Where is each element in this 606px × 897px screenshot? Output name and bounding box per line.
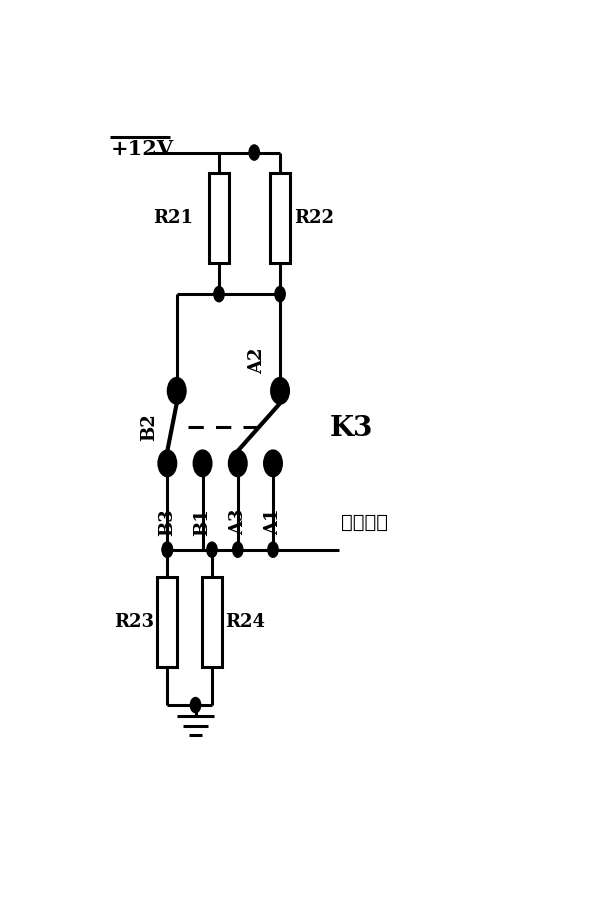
- Circle shape: [159, 451, 176, 475]
- Circle shape: [214, 286, 224, 301]
- Text: B1: B1: [193, 509, 211, 536]
- Circle shape: [275, 286, 285, 301]
- Circle shape: [268, 542, 278, 557]
- Text: A1: A1: [264, 509, 282, 535]
- Circle shape: [233, 542, 243, 557]
- Circle shape: [229, 451, 246, 475]
- Circle shape: [162, 542, 173, 557]
- Text: K3: K3: [330, 415, 373, 442]
- Text: +12V: +12V: [111, 139, 174, 159]
- Text: B3: B3: [158, 509, 176, 536]
- Circle shape: [168, 379, 185, 404]
- Text: 状态信号: 状态信号: [341, 513, 388, 533]
- Circle shape: [194, 451, 211, 475]
- Circle shape: [249, 145, 259, 161]
- Circle shape: [265, 451, 281, 475]
- Text: R22: R22: [294, 209, 334, 227]
- Bar: [209, 173, 229, 263]
- Text: B2: B2: [141, 414, 159, 441]
- Bar: [158, 578, 177, 667]
- Circle shape: [162, 542, 173, 557]
- Text: R23: R23: [114, 614, 154, 631]
- Circle shape: [271, 379, 288, 404]
- Circle shape: [190, 698, 201, 713]
- Circle shape: [207, 542, 217, 557]
- Text: A3: A3: [229, 509, 247, 535]
- Text: R21: R21: [153, 209, 193, 227]
- Text: R24: R24: [225, 614, 265, 631]
- Text: A2: A2: [248, 347, 267, 373]
- Bar: [270, 173, 290, 263]
- Bar: [202, 578, 222, 667]
